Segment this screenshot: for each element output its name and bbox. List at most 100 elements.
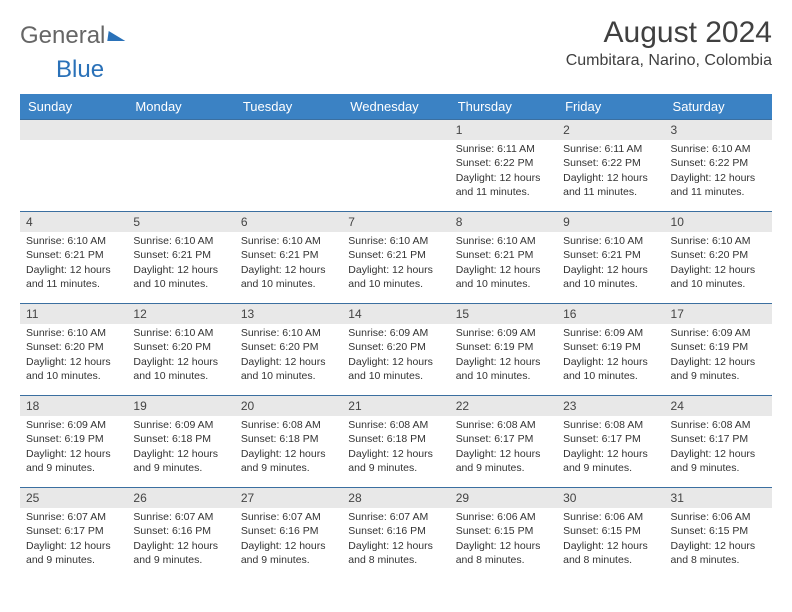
sunrise-line: Sunrise: 6:10 AM [671,142,766,156]
daylight-line-1: Daylight: 12 hours [241,539,336,553]
sunset-line: Sunset: 6:20 PM [671,248,766,262]
daylight-line-1: Daylight: 12 hours [671,539,766,553]
sunrise-line: Sunrise: 6:07 AM [348,510,443,524]
day-number: 2 [557,119,664,140]
day-details: Sunrise: 6:10 AMSunset: 6:21 PMDaylight:… [20,232,127,295]
day-details: Sunrise: 6:07 AMSunset: 6:17 PMDaylight:… [20,508,127,571]
sunset-line: Sunset: 6:21 PM [26,248,121,262]
day-details: Sunrise: 6:10 AMSunset: 6:21 PMDaylight:… [450,232,557,295]
sunset-line: Sunset: 6:19 PM [26,432,121,446]
day-number: 3 [665,119,772,140]
daylight-line-1: Daylight: 12 hours [26,539,121,553]
sunrise-line: Sunrise: 6:10 AM [563,234,658,248]
calendar-cell [235,119,342,211]
sunrise-line: Sunrise: 6:10 AM [26,234,121,248]
sunset-line: Sunset: 6:17 PM [671,432,766,446]
daylight-line-2: and 10 minutes. [563,277,658,291]
calendar-row: 25Sunrise: 6:07 AMSunset: 6:17 PMDayligh… [20,487,772,579]
calendar-table: SundayMondayTuesdayWednesdayThursdayFrid… [20,94,772,579]
day-number: 8 [450,211,557,232]
daylight-line-1: Daylight: 12 hours [671,355,766,369]
daylight-line-1: Daylight: 12 hours [671,263,766,277]
daylight-line-1: Daylight: 12 hours [563,263,658,277]
calendar-cell: 3Sunrise: 6:10 AMSunset: 6:22 PMDaylight… [665,119,772,211]
calendar-cell: 25Sunrise: 6:07 AMSunset: 6:17 PMDayligh… [20,487,127,579]
calendar-cell: 5Sunrise: 6:10 AMSunset: 6:21 PMDaylight… [127,211,234,303]
weekday-header: Sunday [20,94,127,119]
calendar-cell [127,119,234,211]
triangle-icon [108,31,127,41]
sunrise-line: Sunrise: 6:09 AM [671,326,766,340]
calendar-cell: 2Sunrise: 6:11 AMSunset: 6:22 PMDaylight… [557,119,664,211]
daylight-line-2: and 9 minutes. [241,461,336,475]
calendar-row: 11Sunrise: 6:10 AMSunset: 6:20 PMDayligh… [20,303,772,395]
sunrise-line: Sunrise: 6:10 AM [133,326,228,340]
daylight-line-1: Daylight: 12 hours [348,447,443,461]
calendar-cell: 14Sunrise: 6:09 AMSunset: 6:20 PMDayligh… [342,303,449,395]
day-number: 27 [235,487,342,508]
day-number: 24 [665,395,772,416]
daylight-line-2: and 10 minutes. [456,277,551,291]
sunrise-line: Sunrise: 6:10 AM [456,234,551,248]
calendar-cell: 23Sunrise: 6:08 AMSunset: 6:17 PMDayligh… [557,395,664,487]
daylight-line-2: and 11 minutes. [671,185,766,199]
sunset-line: Sunset: 6:16 PM [133,524,228,538]
brand-lower: General Blue [20,56,772,84]
day-number: 19 [127,395,234,416]
day-details: Sunrise: 6:10 AMSunset: 6:21 PMDaylight:… [235,232,342,295]
day-number: 22 [450,395,557,416]
calendar-cell: 24Sunrise: 6:08 AMSunset: 6:17 PMDayligh… [665,395,772,487]
daylight-line-1: Daylight: 12 hours [456,539,551,553]
day-details: Sunrise: 6:10 AMSunset: 6:21 PMDaylight:… [342,232,449,295]
sunset-line: Sunset: 6:17 PM [456,432,551,446]
day-details: Sunrise: 6:06 AMSunset: 6:15 PMDaylight:… [665,508,772,571]
sunrise-line: Sunrise: 6:10 AM [241,234,336,248]
sunrise-line: Sunrise: 6:10 AM [26,326,121,340]
calendar-cell: 28Sunrise: 6:07 AMSunset: 6:16 PMDayligh… [342,487,449,579]
sunset-line: Sunset: 6:18 PM [348,432,443,446]
sunrise-line: Sunrise: 6:09 AM [456,326,551,340]
day-number: 29 [450,487,557,508]
daylight-line-1: Daylight: 12 hours [456,447,551,461]
calendar-cell: 21Sunrise: 6:08 AMSunset: 6:18 PMDayligh… [342,395,449,487]
weekday-header: Thursday [450,94,557,119]
sunset-line: Sunset: 6:17 PM [26,524,121,538]
calendar-cell: 17Sunrise: 6:09 AMSunset: 6:19 PMDayligh… [665,303,772,395]
weekday-header: Friday [557,94,664,119]
daylight-line-2: and 10 minutes. [241,369,336,383]
daylight-line-2: and 8 minutes. [456,553,551,567]
sunrise-line: Sunrise: 6:09 AM [563,326,658,340]
day-number: 6 [235,211,342,232]
calendar-cell: 19Sunrise: 6:09 AMSunset: 6:18 PMDayligh… [127,395,234,487]
sunrise-line: Sunrise: 6:09 AM [26,418,121,432]
day-number [342,119,449,140]
daylight-line-1: Daylight: 12 hours [456,355,551,369]
day-details: Sunrise: 6:08 AMSunset: 6:17 PMDaylight:… [450,416,557,479]
day-details: Sunrise: 6:10 AMSunset: 6:20 PMDaylight:… [235,324,342,387]
sunset-line: Sunset: 6:15 PM [456,524,551,538]
daylight-line-1: Daylight: 12 hours [133,539,228,553]
day-details: Sunrise: 6:10 AMSunset: 6:21 PMDaylight:… [127,232,234,295]
day-number: 30 [557,487,664,508]
daylight-line-2: and 10 minutes. [241,277,336,291]
weekday-header: Tuesday [235,94,342,119]
calendar-cell: 30Sunrise: 6:06 AMSunset: 6:15 PMDayligh… [557,487,664,579]
sunset-line: Sunset: 6:16 PM [241,524,336,538]
daylight-line-1: Daylight: 12 hours [671,447,766,461]
day-number: 9 [557,211,664,232]
day-details: Sunrise: 6:06 AMSunset: 6:15 PMDaylight:… [450,508,557,571]
sunset-line: Sunset: 6:18 PM [241,432,336,446]
calendar-cell [342,119,449,211]
sunset-line: Sunset: 6:16 PM [348,524,443,538]
day-number [127,119,234,140]
daylight-line-2: and 9 minutes. [133,553,228,567]
day-details: Sunrise: 6:07 AMSunset: 6:16 PMDaylight:… [127,508,234,571]
daylight-line-2: and 9 minutes. [671,369,766,383]
daylight-line-2: and 11 minutes. [26,277,121,291]
brand-logo: General [20,22,126,50]
calendar-cell: 8Sunrise: 6:10 AMSunset: 6:21 PMDaylight… [450,211,557,303]
daylight-line-1: Daylight: 12 hours [563,171,658,185]
sunrise-line: Sunrise: 6:10 AM [348,234,443,248]
daylight-line-2: and 9 minutes. [133,461,228,475]
sunset-line: Sunset: 6:15 PM [671,524,766,538]
